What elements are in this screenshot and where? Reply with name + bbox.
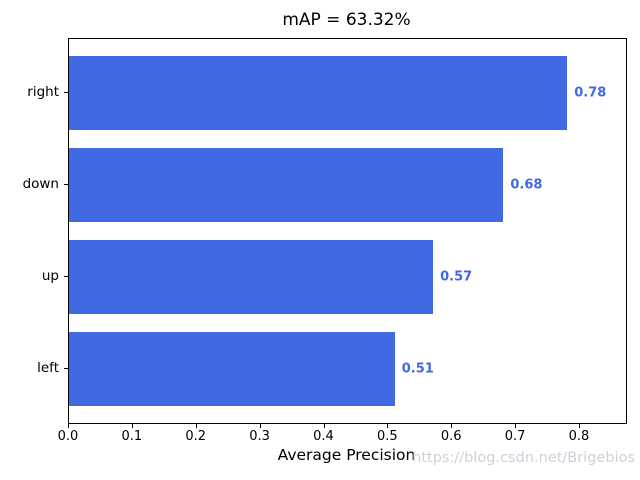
x-tick-mark-0.2: [195, 424, 197, 428]
bar-value-label-up: 0.57: [440, 269, 473, 285]
y-tick-label-right: right: [27, 84, 59, 101]
x-tick-label-0.4: 0.4: [313, 429, 334, 444]
bar-value-label-left: 0.51: [401, 361, 434, 377]
x-tick-mark-0.6: [451, 424, 453, 428]
x-tick-mark-0.8: [579, 424, 580, 428]
bar-left: [69, 332, 395, 406]
x-tick-mark-0.3: [259, 424, 261, 428]
bar-right: [69, 56, 568, 130]
plot-area: 0.78 0.68 0.57 0.51: [68, 38, 627, 424]
y-tick-mark-up: [64, 275, 68, 277]
bar-down: [69, 148, 504, 222]
x-tick-label-0.7: 0.7: [504, 429, 526, 444]
y-tick-label-left: left: [37, 359, 59, 376]
y-tick-label-up: up: [41, 267, 59, 284]
x-tick-label-0.8: 0.8: [568, 429, 590, 444]
y-tick-mark-down: [64, 184, 68, 186]
watermark: https://blog.csdn.net/Brigebios: [412, 450, 635, 466]
x-tick-label-0.3: 0.3: [249, 429, 270, 444]
x-tick-label-0.5: 0.5: [377, 429, 398, 444]
x-tick-mark-0.5: [387, 424, 389, 428]
x-tick-mark-0.4: [323, 424, 325, 428]
bar-up: [69, 240, 434, 314]
x-axis-label: Average Precision: [277, 446, 416, 464]
chart-title: mAP = 63.32%: [282, 10, 411, 30]
x-tick-mark-0.1: [131, 424, 133, 428]
x-tick-label-0.1: 0.1: [121, 429, 143, 444]
y-tick-mark-right: [64, 92, 68, 94]
x-tick-label-0.2: 0.2: [185, 429, 207, 444]
y-tick-mark-left: [64, 367, 68, 369]
bar-value-label-right: 0.78: [574, 85, 607, 101]
y-tick-label-down: down: [22, 176, 59, 193]
x-tick-mark-0.0: [68, 424, 69, 428]
x-tick-mark-0.7: [515, 424, 517, 428]
bar-value-label-down: 0.68: [510, 177, 543, 193]
x-tick-label-0.0: 0.0: [57, 429, 79, 444]
x-tick-label-0.6: 0.6: [440, 429, 462, 444]
